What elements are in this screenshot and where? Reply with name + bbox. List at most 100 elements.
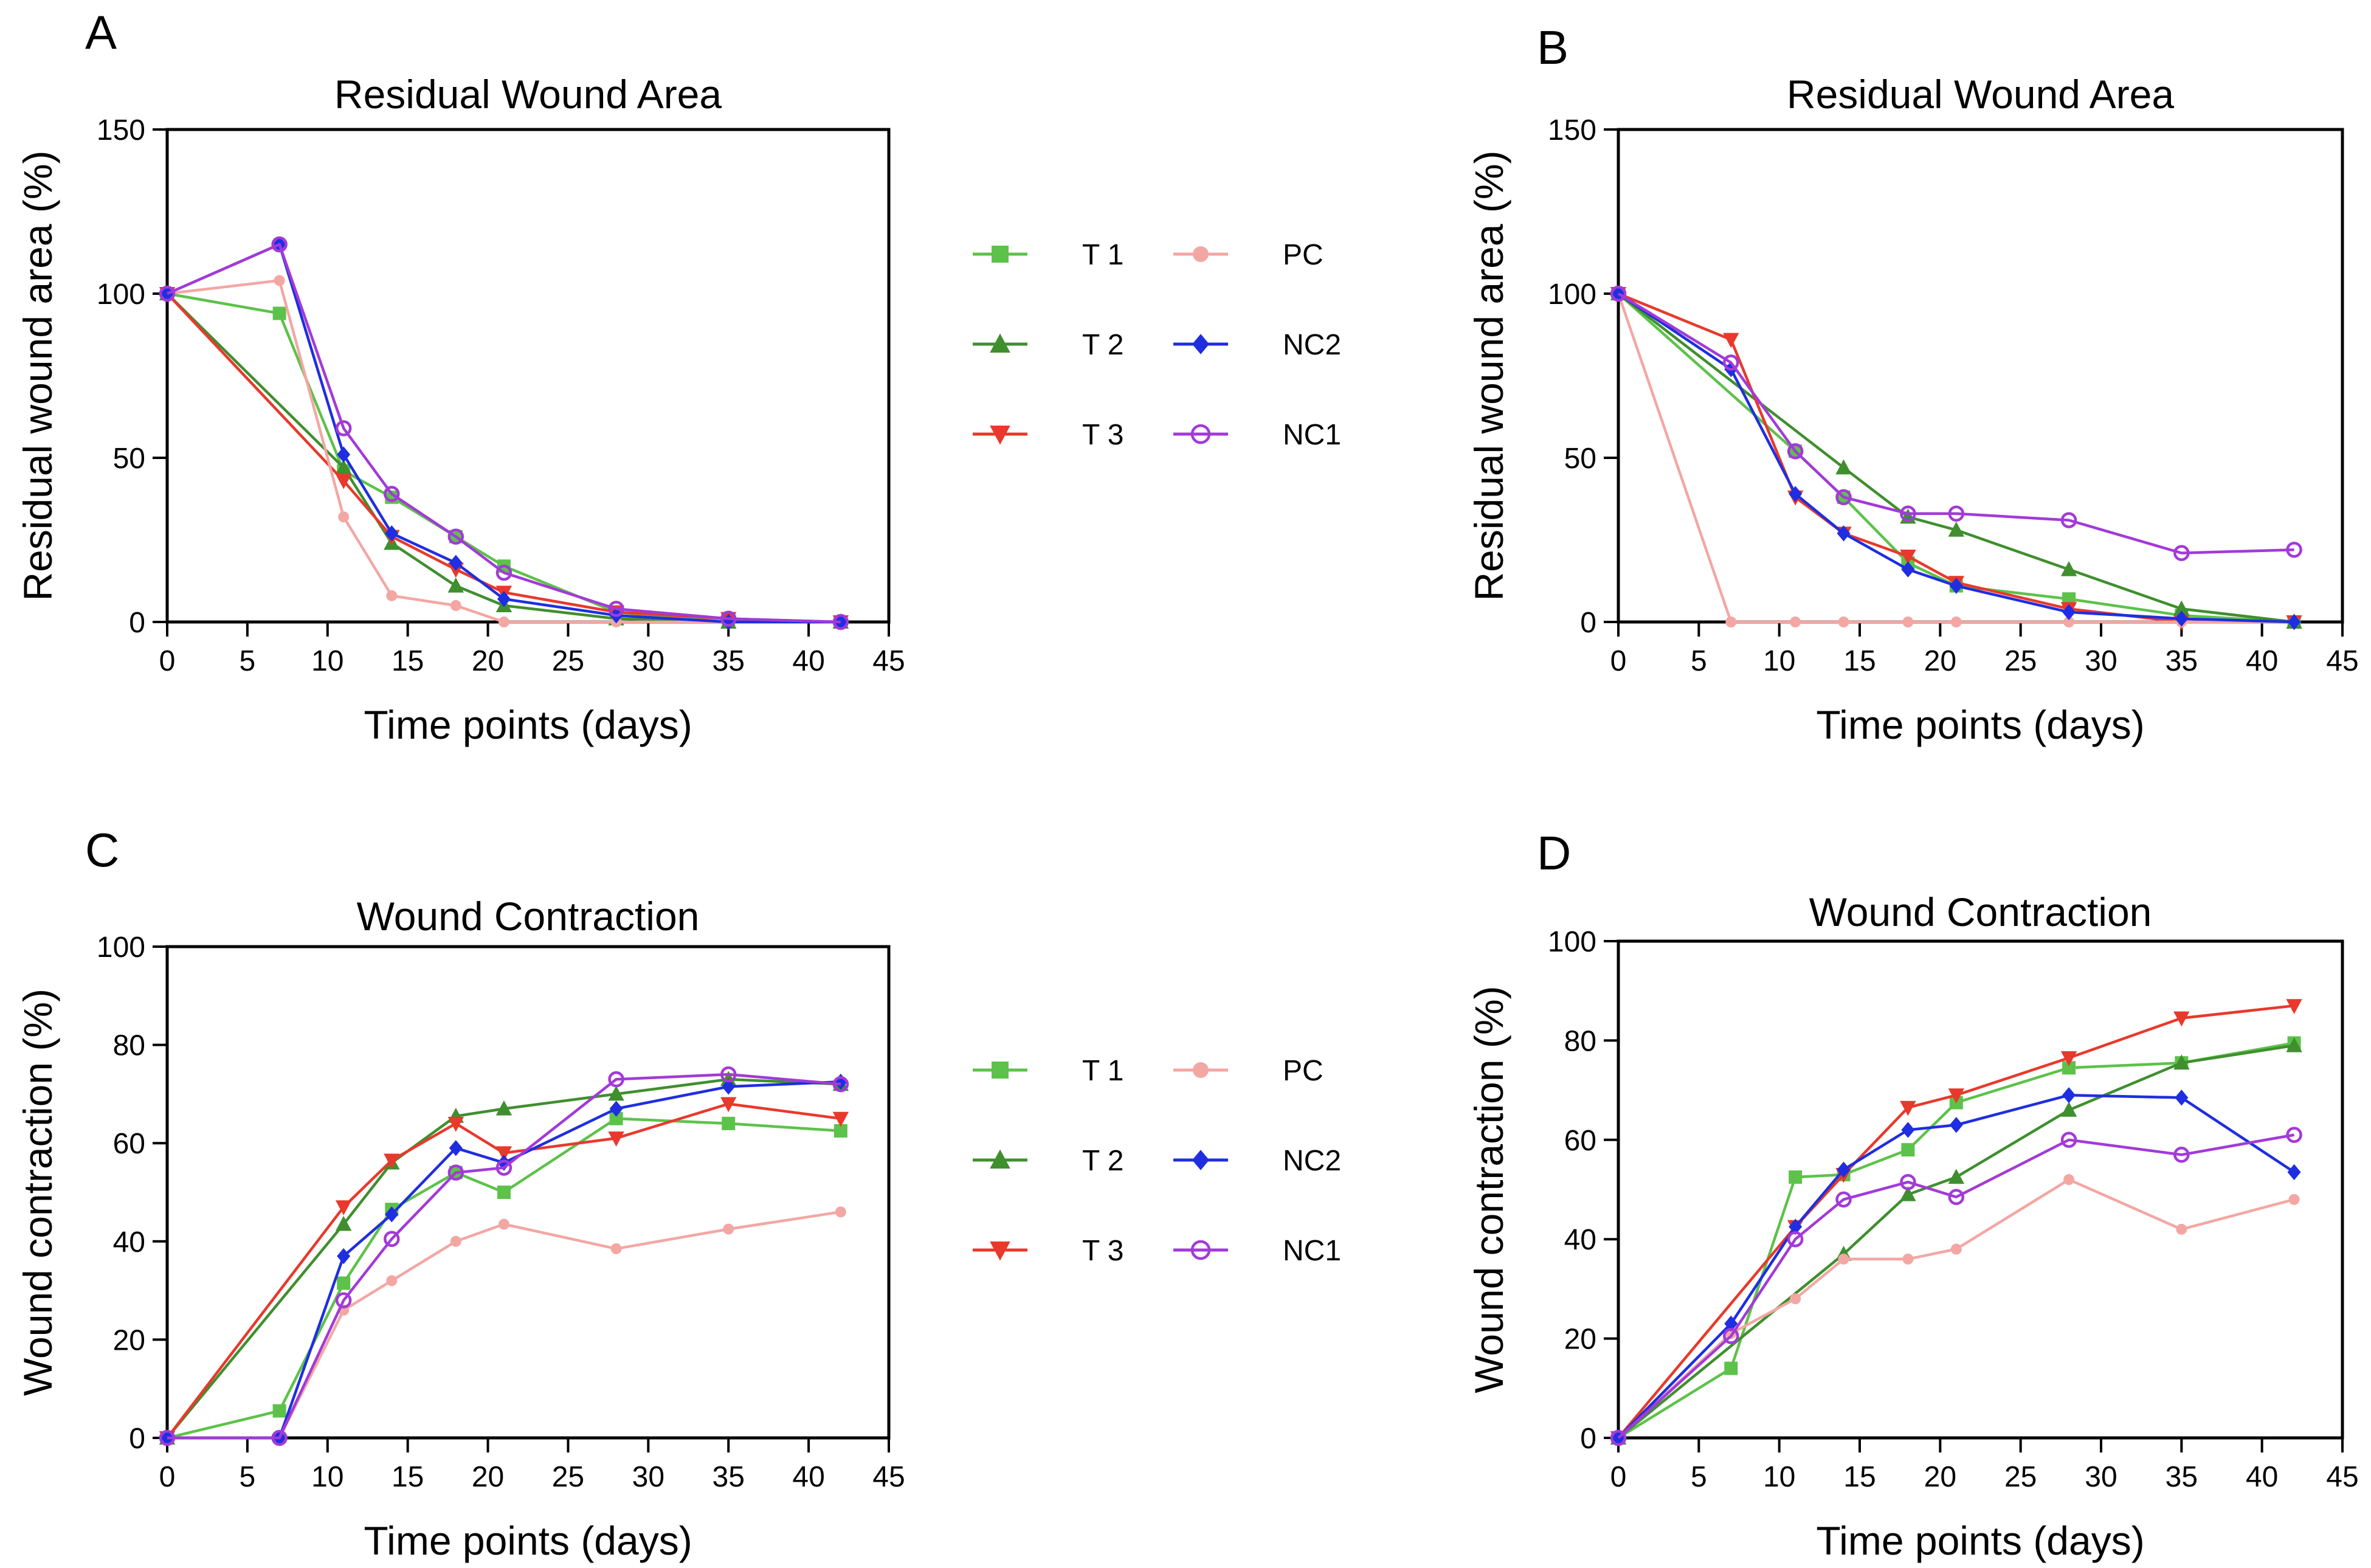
data-point (1790, 1293, 1801, 1305)
data-point (1948, 522, 1964, 537)
data-point (495, 1100, 513, 1116)
data-point (335, 1200, 352, 1215)
data-point (2060, 1131, 2077, 1148)
series-line-t2 (166, 1077, 841, 1439)
data-point (2060, 512, 2077, 528)
data-point (2287, 1164, 2301, 1181)
data-point (335, 459, 352, 475)
data-point (1949, 1117, 1963, 1133)
series-nc2 (160, 1074, 847, 1446)
data-point (1835, 1191, 1852, 1208)
data-point (2060, 561, 2077, 576)
series-line-t3 (166, 1102, 841, 1439)
data-point (2176, 1223, 2187, 1235)
x-tick-label: 15 (392, 645, 424, 677)
y-tick-label: 20 (113, 1324, 145, 1356)
y-axis-label: Wound contraction (%) (1466, 986, 1511, 1393)
x-tick-label: 20 (1924, 1461, 1956, 1493)
data-point (832, 1076, 849, 1093)
data-point (2175, 610, 2189, 627)
data-point (1723, 1328, 1739, 1344)
data-point (1948, 1169, 1964, 1184)
legend-label: PC (1283, 239, 1324, 271)
x-tick-label: 25 (552, 645, 584, 677)
data-point (1948, 505, 1965, 522)
data-point (1724, 1315, 1738, 1332)
data-point (272, 1404, 286, 1418)
data-point (1789, 1218, 1803, 1235)
chart-panel-c: C Wound Contraction 0 5 10 15 20 25 30 35 40 45 0 20 4… (15, 823, 905, 1563)
series-line-t2 (1617, 292, 2294, 624)
legend-item: NC1 (1173, 1235, 1341, 1267)
data-point (385, 525, 399, 542)
data-point (609, 1111, 623, 1125)
series-line-nc1 (167, 243, 841, 624)
series-nc1 (159, 236, 849, 630)
x-tick-label: 20 (472, 1461, 504, 1493)
data-point (1724, 1361, 1738, 1375)
data-point (2286, 999, 2302, 1014)
panel-letter: A (85, 5, 117, 59)
data-point (2173, 1147, 2190, 1163)
data-point (722, 1116, 736, 1130)
y-axis-label: Wound contraction (%) (15, 989, 60, 1396)
legend-item: T 1 (973, 1055, 1123, 1087)
series-line-t3 (1617, 1004, 2294, 1439)
data-point (274, 275, 285, 286)
data-point (1950, 616, 1962, 627)
y-tick-label: 20 (1564, 1324, 1596, 1356)
data-point (1949, 578, 1963, 594)
y-tick-label: 0 (129, 607, 145, 639)
x-tick-label: 5 (240, 1461, 256, 1493)
x-tick-label: 40 (2246, 645, 2278, 677)
x-axis-label: Time points (days) (1816, 1518, 2144, 1563)
x-tick-label: 0 (1610, 1461, 1627, 1493)
legend-item: T 2 (973, 1145, 1123, 1177)
legend-item: T 3 (973, 419, 1123, 451)
series-line-nc2 (1617, 1094, 2295, 1439)
y-tick-label: 80 (1564, 1025, 1596, 1057)
chart-title: Wound Contraction (1809, 889, 2152, 934)
data-point (1901, 561, 1915, 578)
legend-marker (990, 1149, 1010, 1169)
data-point (2173, 1011, 2190, 1027)
data-point (2286, 1127, 2302, 1143)
series-nc1 (1610, 285, 2302, 561)
data-point (495, 1159, 513, 1176)
series-nc1 (159, 1066, 849, 1446)
series-t2 (159, 1071, 849, 1445)
legend-marker (1190, 424, 1211, 444)
data-point (495, 1146, 513, 1162)
series-line-nc1 (1617, 292, 2294, 554)
data-point (386, 1275, 398, 1287)
data-point (447, 1164, 464, 1181)
plot-frame (1617, 939, 2344, 1440)
x-tick-label: 5 (1691, 645, 1707, 677)
data-point (723, 1223, 734, 1235)
legend: T 1 PC T 2 NC2 T 3 NC1 (973, 1055, 1341, 1267)
series-t3 (159, 1097, 849, 1446)
data-point (1901, 1122, 1915, 1138)
x-tick-label: 30 (632, 1461, 664, 1493)
y-tick-label: 100 (1548, 278, 1596, 311)
y-tick-label: 60 (113, 1128, 145, 1160)
legend-item: NC1 (1173, 419, 1341, 451)
x-tick-label: 10 (311, 645, 343, 677)
series-nc2 (1612, 1087, 2301, 1446)
data-point (608, 601, 624, 617)
data-point (1900, 1186, 1916, 1201)
data-point (1835, 459, 1852, 475)
data-point (835, 1206, 846, 1218)
data-point (337, 1248, 351, 1265)
x-tick-label: 25 (552, 1461, 584, 1493)
y-tick-label: 150 (1548, 114, 1596, 147)
x-tick-label: 45 (872, 645, 905, 677)
legend-marker (992, 1062, 1009, 1079)
y-axis-label: Residual wound area (%) (1466, 150, 1511, 601)
x-axis-label: Time points (days) (1816, 702, 2144, 747)
data-point (337, 1276, 351, 1290)
series-t1 (160, 287, 847, 629)
series-t2 (159, 285, 849, 629)
series-line-pc (1617, 293, 2294, 624)
